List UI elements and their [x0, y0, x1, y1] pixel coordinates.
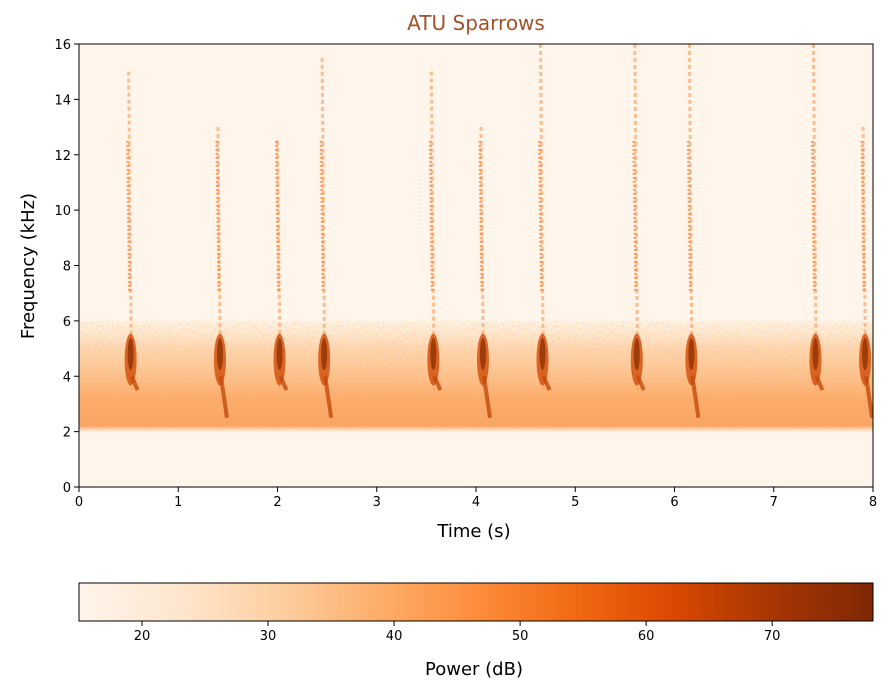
call-upper-band [275, 140, 280, 294]
call-upper-band [215, 140, 221, 294]
call-tail [635, 375, 646, 391]
noise-band-layer [79, 320, 873, 432]
y-tick-label: 6 [63, 315, 71, 330]
call-tail [864, 375, 873, 419]
y-axis-label: Frequency (kHz) [18, 193, 39, 339]
call-upper-band [428, 140, 434, 294]
colorbar-label: Power (dB) [425, 659, 523, 680]
call-peak [688, 338, 695, 371]
bird-call [213, 127, 229, 419]
x-tick-label: 2 [273, 495, 281, 510]
call-tail [541, 375, 552, 391]
call-tail [218, 375, 229, 419]
call-tail [481, 375, 492, 419]
call-upper-band [319, 140, 325, 294]
y-tick-label: 10 [54, 204, 71, 219]
x-tick-label: 1 [174, 495, 182, 510]
bird-calls-layer [124, 44, 873, 419]
colorbar-axis: 20 30 40 50 60 70 [134, 621, 781, 644]
colorbar-tick-label: 70 [764, 629, 781, 644]
x-tick-label: 8 [869, 495, 877, 510]
call-peak [479, 338, 486, 371]
call-upper-band [478, 140, 484, 294]
call-upper-band [860, 140, 866, 294]
call-harmonic [539, 44, 546, 391]
call-tail [814, 375, 825, 391]
call-tail [278, 375, 289, 391]
noise-grain [79, 320, 873, 432]
colorbar-tick-label: 20 [134, 629, 151, 644]
call-upper-band [686, 140, 692, 294]
y-tick-label: 0 [63, 481, 71, 496]
call-upper-band [810, 140, 816, 294]
x-tick-label: 3 [373, 495, 381, 510]
bird-call [859, 127, 873, 419]
y-axis: 0 2 4 6 8 10 12 14 16 [54, 38, 79, 496]
colorbar [78, 582, 874, 622]
x-tick-label: 7 [770, 495, 778, 510]
plot-area [79, 44, 873, 487]
bird-call [427, 71, 443, 391]
bird-call [318, 57, 334, 419]
call-tail [323, 375, 334, 419]
y-tick-label: 2 [63, 426, 71, 441]
x-tick-label: 4 [472, 495, 480, 510]
call-tail [432, 375, 443, 391]
colorbar-tick-label: 40 [386, 629, 403, 644]
bird-call [685, 44, 701, 419]
y-tick-label: 4 [63, 370, 71, 385]
x-tick-label: 5 [571, 495, 579, 510]
call-peak [430, 338, 437, 371]
call-peak [216, 338, 223, 371]
call-peak [633, 338, 640, 371]
call-harmonic [320, 57, 327, 418]
colorbar-tick-label: 50 [512, 629, 529, 644]
call-harmonic [633, 44, 640, 391]
bird-call [273, 140, 289, 391]
bird-call [124, 71, 140, 391]
call-peak [862, 338, 869, 371]
x-tick-label: 0 [75, 495, 83, 510]
y-tick-label: 12 [54, 149, 71, 164]
bird-call [809, 44, 825, 391]
x-axis: 0 1 2 3 4 5 6 7 8 [75, 487, 877, 510]
call-harmonic [811, 44, 818, 391]
colorbar-tick-label: 30 [260, 629, 277, 644]
call-peak [127, 338, 134, 371]
x-axis-label: Time (s) [436, 521, 510, 542]
call-peak [812, 338, 819, 371]
colorbar-tick-label: 60 [638, 629, 655, 644]
bird-call [536, 44, 552, 391]
call-peak [321, 338, 328, 371]
call-tail [690, 375, 701, 419]
x-tick-label: 6 [670, 495, 678, 510]
chart-title: ATU Sparrows [407, 11, 545, 35]
call-peak [539, 338, 546, 371]
bird-call [630, 44, 646, 391]
call-peak [276, 338, 283, 371]
call-upper-band [126, 140, 132, 294]
y-tick-label: 8 [63, 260, 71, 275]
y-tick-label: 14 [54, 93, 71, 108]
call-upper-band [632, 140, 638, 294]
call-upper-band [538, 140, 544, 294]
bird-call [476, 127, 492, 419]
y-tick-label: 16 [54, 38, 71, 53]
call-tail [129, 375, 140, 391]
